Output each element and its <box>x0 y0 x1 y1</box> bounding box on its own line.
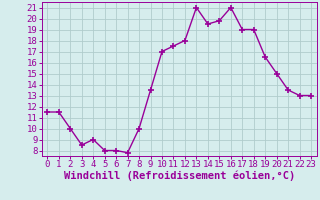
X-axis label: Windchill (Refroidissement éolien,°C): Windchill (Refroidissement éolien,°C) <box>64 171 295 181</box>
